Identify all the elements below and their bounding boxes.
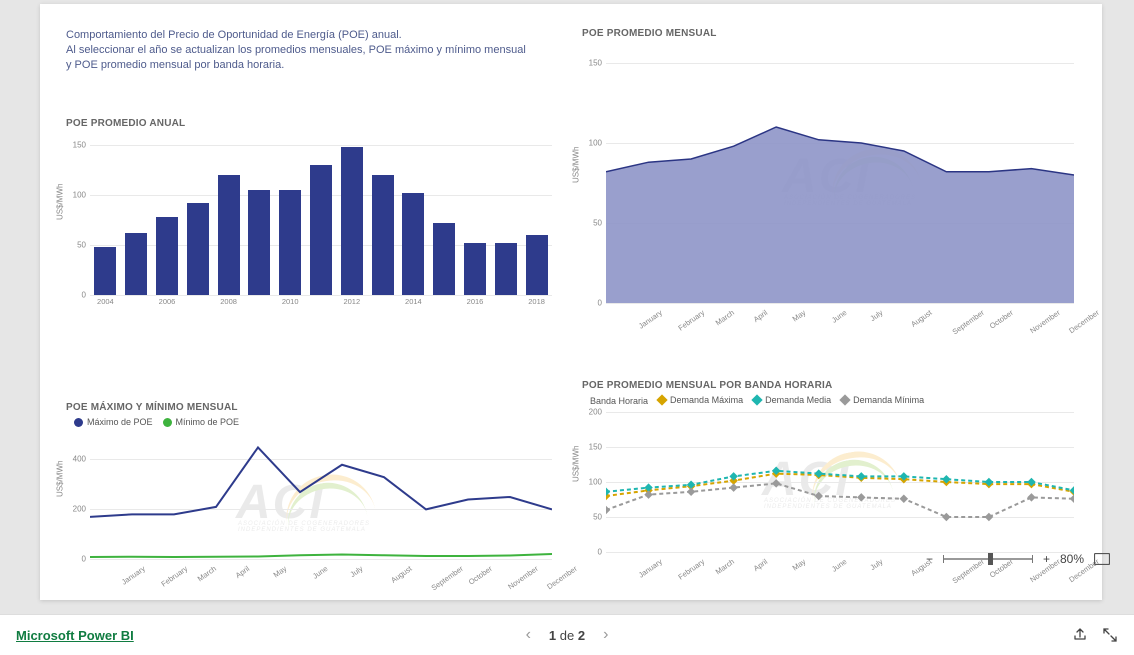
y-axis-label: US$/MWh	[572, 147, 581, 183]
chart-title: POE PROMEDIO MENSUAL	[582, 28, 1076, 39]
fit-to-page-icon[interactable]	[1094, 551, 1110, 567]
bar-chart-poe-anual[interactable]: POE PROMEDIO ANUAL US$/MWh 0501001502004…	[66, 118, 554, 306]
description-block: Comportamiento del Precio de Oportunidad…	[66, 28, 526, 73]
y-axis-label: US$/MWh	[572, 446, 581, 482]
line-chart-max-min[interactable]: POE MÁXIMO Y MÍNIMO MENSUAL Máximo de PO…	[66, 402, 554, 588]
bar[interactable]	[464, 243, 486, 295]
bar[interactable]	[156, 217, 178, 295]
bar[interactable]	[279, 190, 301, 295]
area-chart-poe-mensual[interactable]: POE PROMEDIO MENSUAL US$/MWh ACI ASOCIAC…	[582, 28, 1076, 328]
bar[interactable]	[218, 175, 240, 295]
description-line: Al seleccionar el año se actualizan los …	[66, 43, 526, 58]
toolbar-right	[1072, 627, 1118, 643]
bar[interactable]	[495, 243, 517, 295]
chart-legend: Banda HorariaDemanda MáximaDemanda Media…	[590, 395, 1076, 406]
page-indicator: 1 de 2	[549, 628, 585, 643]
bar[interactable]	[402, 193, 424, 295]
report-canvas: Comportamiento del Precio de Oportunidad…	[8, 0, 1126, 615]
page-total: 2	[578, 628, 585, 643]
bar[interactable]	[372, 175, 394, 295]
fullscreen-icon[interactable]	[1102, 627, 1118, 643]
description-line: y POE promedio mensual por banda horaria…	[66, 58, 526, 73]
y-axis-label: US$/MWh	[56, 184, 65, 220]
share-icon[interactable]	[1072, 627, 1088, 643]
bar[interactable]	[341, 147, 363, 295]
bottom-toolbar: Microsoft Power BI ‹ 1 de 2 ›	[0, 614, 1134, 655]
chart-title: POE MÁXIMO Y MÍNIMO MENSUAL	[66, 402, 554, 413]
bar[interactable]	[248, 190, 270, 295]
bar[interactable]	[526, 235, 548, 295]
zoom-control: − + 80%	[926, 551, 1110, 567]
zoom-slider[interactable]	[943, 558, 1033, 560]
report-page: Comportamiento del Precio de Oportunidad…	[40, 4, 1102, 600]
bar[interactable]	[433, 223, 455, 295]
chart-legend: Máximo de POEMínimo de POE	[74, 417, 554, 429]
powerbi-brand-link[interactable]: Microsoft Power BI	[16, 628, 134, 643]
page-current: 1	[549, 628, 556, 643]
bar[interactable]	[94, 247, 116, 295]
y-axis-label: US$/MWh	[56, 460, 65, 496]
zoom-out-button[interactable]: −	[926, 552, 933, 566]
page-of: de	[560, 628, 574, 643]
bar[interactable]	[125, 233, 147, 295]
next-page-button[interactable]: ›	[597, 623, 614, 647]
bar[interactable]	[187, 203, 209, 295]
zoom-value: 80%	[1060, 552, 1084, 566]
bar[interactable]	[310, 165, 332, 295]
description-line: Comportamiento del Precio de Oportunidad…	[66, 28, 526, 43]
page-navigator: ‹ 1 de 2 ›	[520, 623, 615, 647]
prev-page-button[interactable]: ‹	[520, 623, 537, 647]
chart-title: POE PROMEDIO ANUAL	[66, 118, 554, 129]
chart-title: POE PROMEDIO MENSUAL POR BANDA HORARIA	[582, 380, 1076, 391]
zoom-in-button[interactable]: +	[1043, 552, 1050, 566]
